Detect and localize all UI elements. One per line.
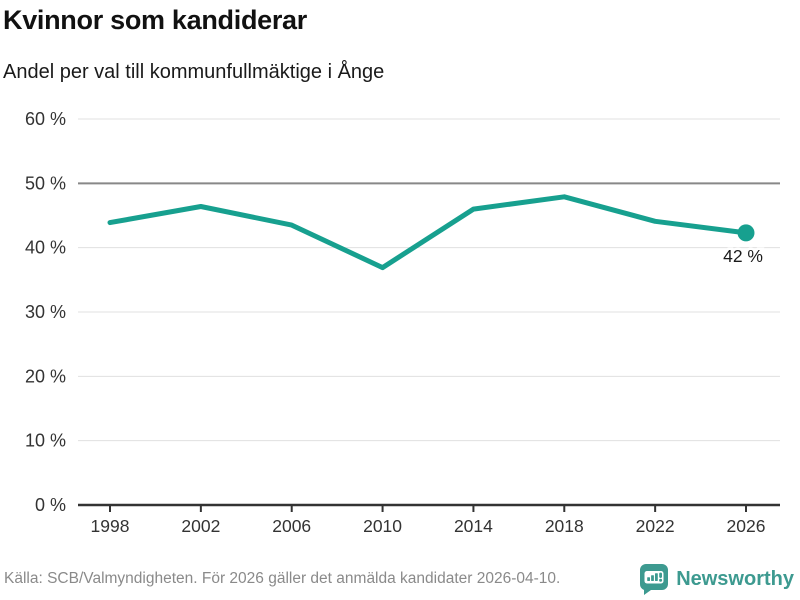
y-tick-label: 20 % xyxy=(25,366,66,386)
y-tick-label: 0 % xyxy=(35,495,66,515)
x-tick-label: 2014 xyxy=(454,516,493,536)
x-tick-label: 2002 xyxy=(181,516,220,536)
x-tick-label: 2018 xyxy=(545,516,584,536)
y-tick-label: 10 % xyxy=(25,431,66,451)
y-tick-label: 30 % xyxy=(25,302,66,322)
newsworthy-wordmark: Newsworthy xyxy=(676,567,794,590)
x-tick-label: 1998 xyxy=(91,516,130,536)
footer: Källa: SCB/Valmyndigheten. För 2026 gäll… xyxy=(4,562,794,596)
x-tick-label: 2010 xyxy=(363,516,402,536)
end-point-label: 42 % xyxy=(723,246,763,266)
x-tick-label: 2006 xyxy=(272,516,311,536)
data-line xyxy=(107,194,749,271)
x-tick-label: 2026 xyxy=(727,516,766,536)
end-point-marker xyxy=(737,224,755,242)
y-tick-label: 60 % xyxy=(25,109,66,129)
newsworthy-icon xyxy=(640,564,669,595)
newsworthy-logo-link[interactable]: Newsworthy xyxy=(639,563,794,595)
source-text: Källa: SCB/Valmyndigheten. För 2026 gäll… xyxy=(4,570,561,587)
x-tick-label: 2022 xyxy=(636,516,675,536)
y-tick-label: 50 % xyxy=(25,173,66,193)
line-chart: 0 % 10 % 20 % 30 % 40 % 50 % 60 % 1998 2002 2006 2… xyxy=(25,109,780,536)
page-subtitle: Andel per val till kommunfullmäktige i Å… xyxy=(3,61,385,83)
y-tick-label: 40 % xyxy=(25,238,66,258)
page-title: Kvinnor som kandiderar xyxy=(3,5,307,35)
